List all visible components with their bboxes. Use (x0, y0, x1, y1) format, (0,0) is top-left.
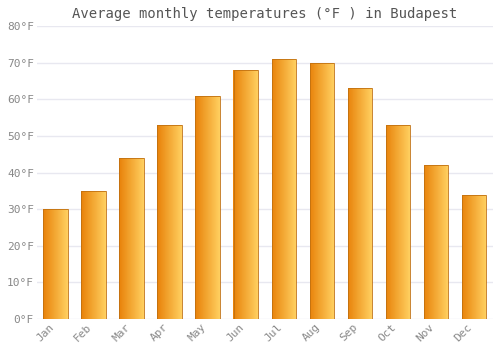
Bar (44, 209, 68, 319)
Bar (272, 59, 296, 319)
Bar (196, 96, 220, 319)
Bar (120, 158, 144, 319)
Bar (310, 63, 334, 319)
Bar (234, 70, 258, 319)
Bar (348, 89, 372, 319)
Bar (386, 125, 410, 319)
Bar (424, 165, 448, 319)
Bar (82, 191, 106, 319)
Title: Average monthly temperatures (°F ) in Budapest: Average monthly temperatures (°F ) in Bu… (72, 7, 458, 21)
Bar (158, 125, 182, 319)
Bar (462, 195, 486, 319)
